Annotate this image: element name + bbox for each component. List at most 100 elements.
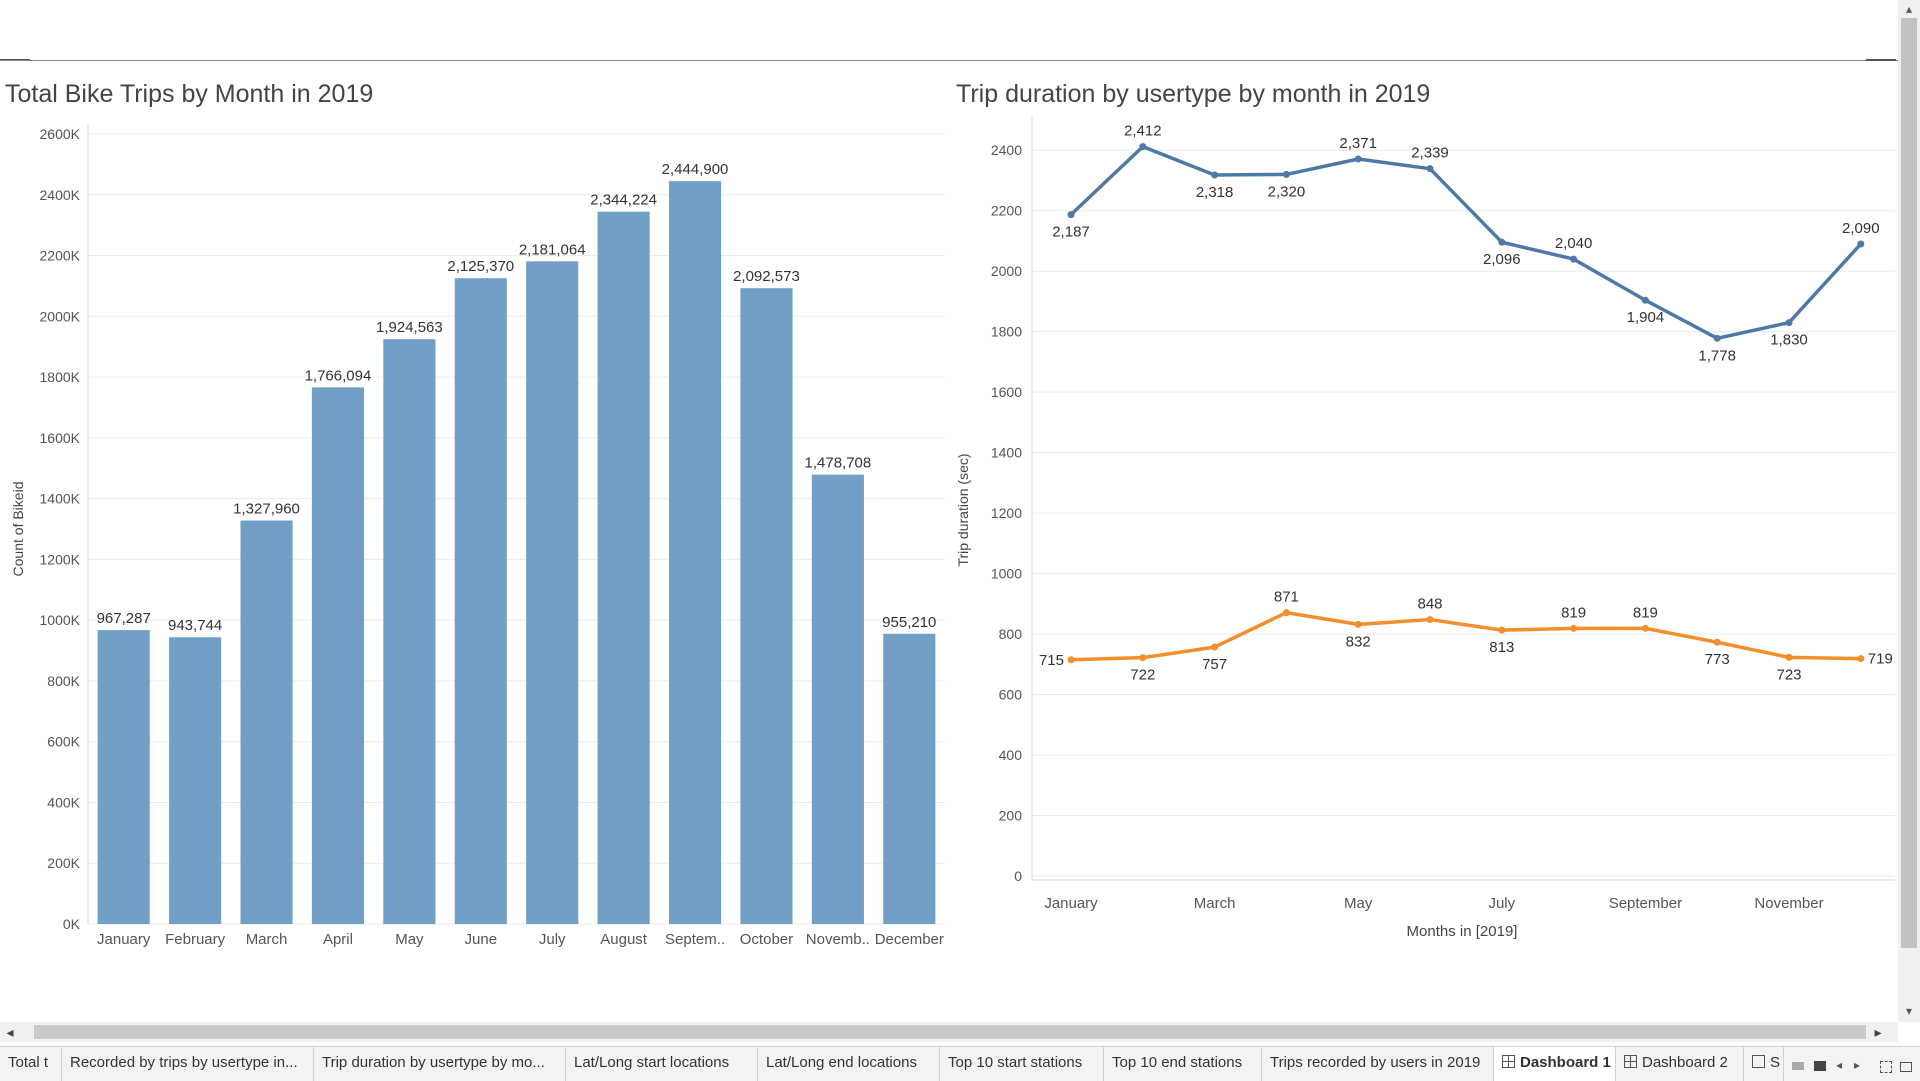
x-tick-label: July xyxy=(539,931,566,948)
point-data-label: 871 xyxy=(1274,589,1299,606)
series-point xyxy=(1211,643,1219,651)
x-tick-label: November xyxy=(1754,895,1823,912)
y-tick-label: 2000K xyxy=(40,308,81,324)
series-point xyxy=(1282,170,1290,178)
point-data-label: 723 xyxy=(1776,666,1801,683)
bar xyxy=(311,387,365,924)
series-point xyxy=(1354,620,1362,628)
top-divider xyxy=(0,60,1898,61)
y-tick-label: 2400K xyxy=(40,187,81,203)
point-data-label: 722 xyxy=(1130,667,1155,684)
bar-data-label: 2,181,064 xyxy=(519,241,586,258)
dashboard-icon xyxy=(1502,1055,1515,1068)
tab-label: Total t xyxy=(8,1054,49,1071)
y-tick-label: 2200K xyxy=(40,248,81,264)
present-mode-icon[interactable] xyxy=(1900,1062,1912,1072)
y-tick-label: 1000K xyxy=(40,612,81,628)
tab-latlong-start-locations[interactable]: Lat/Long start locations xyxy=(566,1047,758,1081)
bar-data-label: 1,924,563 xyxy=(376,319,443,336)
x-tick-label: Novemb.. xyxy=(806,931,870,948)
tab-label: S xyxy=(1770,1054,1781,1071)
horizontal-scroll-thumb[interactable] xyxy=(34,1025,1866,1039)
top-divider-right-cap xyxy=(1866,59,1896,61)
scroll-left-icon[interactable]: ◂ xyxy=(6,1024,14,1040)
scroll-up-icon[interactable]: ▴ xyxy=(1905,2,1913,16)
series-point xyxy=(1713,334,1721,342)
y-tick-label: 0 xyxy=(1014,868,1022,884)
tab-dashboard-1[interactable]: Dashboard 1 xyxy=(1494,1047,1616,1081)
tab-label: Dashboard 1 xyxy=(1520,1054,1611,1071)
y-tick-label: 400 xyxy=(999,747,1023,763)
tab-view-icon[interactable] xyxy=(1814,1061,1826,1071)
point-data-label: 1,904 xyxy=(1627,309,1665,326)
dashboard-icon xyxy=(1624,1055,1637,1068)
point-data-label: 719 xyxy=(1868,651,1893,668)
bar-data-label: 1,327,960 xyxy=(233,501,300,518)
x-tick-label: May xyxy=(395,931,424,948)
point-data-label: 2,412 xyxy=(1124,123,1162,140)
y-tick-label: 2400 xyxy=(991,142,1022,158)
y-tick-label: 400K xyxy=(47,794,80,810)
tab-label: Recorded by trips by usertype in... xyxy=(70,1054,298,1071)
line-chart-title: Trip duration by usertype by month in 20… xyxy=(956,80,1431,108)
x-tick-label: October xyxy=(740,931,793,948)
point-data-label: 2,371 xyxy=(1339,135,1377,152)
line-chart: 0 200 400 600 800 1000 1200 1400 1600 1800 2000 220… xyxy=(955,115,1895,940)
bar-data-label: 2,092,573 xyxy=(733,268,800,285)
tab-trip-duration-by-usertype[interactable]: Trip duration by usertype by mo... xyxy=(314,1047,566,1081)
series-point xyxy=(1785,653,1793,661)
bar-chart: 0K 200K 400K 600K 800K 1000K 1200K 1400K 1600K 18… xyxy=(10,124,945,948)
bar-chart-title: Total Bike Trips by Month in 2019 xyxy=(5,80,374,108)
x-tick-label: June xyxy=(465,931,498,948)
y-tick-label: 2000 xyxy=(991,263,1022,279)
bar xyxy=(383,339,436,924)
x-tick-label: September xyxy=(1609,895,1682,912)
bar xyxy=(97,630,150,924)
horizontal-scrollbar[interactable]: ◂ ▸ xyxy=(0,1022,1898,1042)
y-tick-label: 1800 xyxy=(991,324,1022,340)
x-tick-label: March xyxy=(1194,895,1236,912)
series-point xyxy=(1354,155,1362,163)
tab-recorded-trips-by-usertype[interactable]: Recorded by trips by usertype in... xyxy=(62,1047,314,1081)
tab-label: Top 10 end stations xyxy=(1112,1054,1243,1071)
y-tick-label: 2600K xyxy=(40,126,81,142)
filmstrip-view-icon[interactable] xyxy=(1792,1062,1804,1070)
scroll-down-icon[interactable]: ▾ xyxy=(1905,1004,1913,1018)
series-point xyxy=(1498,626,1506,634)
series-point xyxy=(1067,656,1075,664)
tab-total[interactable]: Total t xyxy=(0,1047,62,1081)
point-data-label: 2,320 xyxy=(1268,183,1306,200)
tab-latlong-end-locations[interactable]: Lat/Long end locations xyxy=(758,1047,940,1081)
series-line xyxy=(1069,144,1863,341)
sheet-tab-bar: Total t Recorded by trips by usertype in… xyxy=(0,1046,1920,1081)
y-tick-label: 1600K xyxy=(40,430,81,446)
tab-trips-recorded-by-users[interactable]: Trips recorded by users in 2019 xyxy=(1262,1047,1494,1081)
vertical-scrollbar[interactable]: ▴ ▾ xyxy=(1898,0,1920,1022)
tab-top-10-start-stations[interactable]: Top 10 start stations xyxy=(940,1047,1104,1081)
next-sheet-icon[interactable]: ▸ xyxy=(1854,1058,1861,1072)
point-data-label: 2,040 xyxy=(1555,235,1593,252)
y-tick-label: 200K xyxy=(47,855,80,871)
prev-sheet-icon[interactable]: ◂ xyxy=(1836,1058,1843,1072)
y-tick-label: 600 xyxy=(999,687,1023,703)
bar-data-label: 1,478,708 xyxy=(805,455,872,472)
y-tick-label: 200 xyxy=(999,808,1023,824)
series-point xyxy=(1211,171,1219,179)
point-data-label: 2,187 xyxy=(1052,224,1090,241)
point-data-label: 832 xyxy=(1346,633,1371,650)
scroll-right-icon[interactable]: ▸ xyxy=(1874,1024,1882,1040)
tab-top-10-end-stations[interactable]: Top 10 end stations xyxy=(1104,1047,1262,1081)
point-data-label: 1,778 xyxy=(1698,347,1736,364)
tab-label: Lat/Long start locations xyxy=(574,1054,730,1071)
bar xyxy=(668,181,722,925)
vertical-scroll-thumb[interactable] xyxy=(1901,18,1917,948)
fullscreen-icon[interactable] xyxy=(1880,1061,1892,1073)
series-point xyxy=(1139,654,1147,662)
tab-dashboard-2[interactable]: Dashboard 2 xyxy=(1616,1047,1744,1081)
x-tick-label: February xyxy=(165,931,226,948)
point-data-label: 1,830 xyxy=(1770,332,1808,349)
series-point xyxy=(1641,296,1649,304)
point-data-label: 2,339 xyxy=(1411,145,1449,162)
tab-story[interactable]: S xyxy=(1744,1047,1784,1081)
series-point xyxy=(1570,255,1578,263)
